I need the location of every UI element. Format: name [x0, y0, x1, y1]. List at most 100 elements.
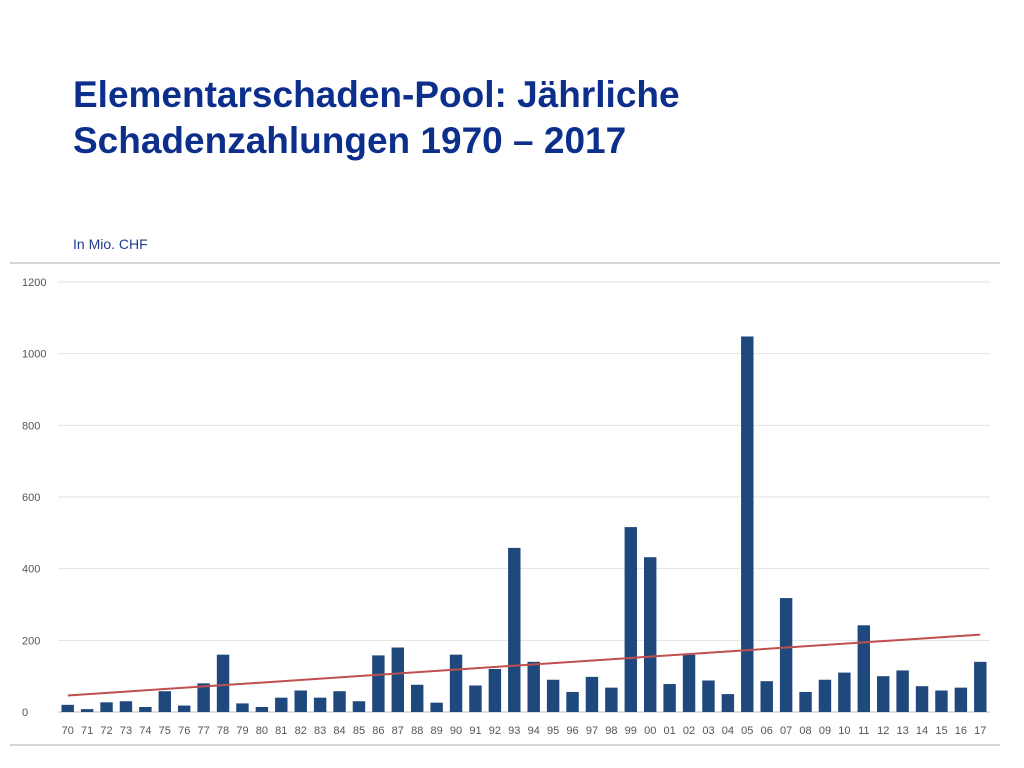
bar-09 — [818, 679, 832, 712]
bar-82 — [294, 690, 307, 712]
x-tick-label: 95 — [547, 725, 559, 737]
bar-07 — [779, 598, 793, 712]
bar-81 — [275, 697, 288, 712]
bar-10 — [838, 672, 851, 712]
bar-95 — [546, 679, 560, 712]
y-tick-label: 400 — [22, 564, 40, 576]
bar-85 — [352, 701, 366, 712]
bar-97 — [585, 676, 599, 712]
x-tick-label: 78 — [217, 725, 229, 737]
bar-08 — [799, 691, 812, 712]
bar-06 — [760, 681, 773, 712]
x-tick-label: 87 — [392, 725, 404, 737]
bars — [61, 336, 987, 712]
bar-03 — [702, 680, 715, 712]
x-tick-label: 82 — [295, 725, 307, 737]
unit-label: In Mio. CHF — [73, 236, 148, 252]
trend-line — [67, 633, 981, 697]
x-tick-label: 81 — [275, 725, 287, 737]
grid-layer — [58, 281, 990, 713]
bar-75 — [158, 691, 172, 712]
x-tick-label: 94 — [528, 725, 540, 737]
bar-83 — [313, 697, 327, 712]
x-tick-label: 91 — [469, 725, 481, 737]
x-tick-label: 99 — [625, 725, 637, 737]
y-tick-label: 1200 — [22, 277, 46, 289]
x-tick-label: 10 — [838, 725, 850, 737]
bar-96 — [566, 691, 579, 712]
bar-70 — [61, 704, 74, 712]
x-tick-label: 85 — [353, 725, 365, 737]
bar-72 — [100, 702, 113, 712]
x-tick-label: 15 — [935, 725, 947, 737]
x-tick-label: 05 — [741, 725, 753, 737]
bar-93 — [508, 547, 521, 712]
x-tick-label: 72 — [100, 725, 112, 737]
y-tick-label: 200 — [22, 635, 40, 647]
bar-04 — [721, 694, 735, 712]
x-tick-label: 01 — [664, 725, 676, 737]
bar-14 — [915, 686, 929, 712]
bar-11 — [857, 625, 871, 712]
bar-00 — [643, 557, 657, 712]
x-tick-label: 92 — [489, 725, 501, 737]
x-tick-label: 12 — [877, 725, 889, 737]
x-tick-label: 74 — [139, 725, 151, 737]
x-tick-label: 07 — [780, 725, 792, 737]
bar-79 — [236, 703, 249, 712]
bar-17 — [974, 661, 987, 712]
bar-77 — [197, 683, 210, 712]
bar-78 — [216, 654, 230, 712]
x-tick-label: 75 — [159, 725, 171, 737]
x-tick-label: 03 — [702, 725, 714, 737]
bar-84 — [333, 691, 346, 712]
chart-frame: 0 200 400 600 800 1000 1200 70 71 72 73 74 75 76 77 78… — [10, 262, 1000, 746]
bar-89 — [430, 702, 443, 712]
bar-98 — [605, 687, 618, 712]
x-tick-label: 02 — [683, 725, 695, 737]
x-tick-label: 17 — [974, 725, 986, 737]
x-tick-label: 79 — [236, 725, 248, 737]
x-tick-label: 89 — [431, 725, 443, 737]
bar-99 — [624, 527, 638, 712]
x-tick-label: 11 — [858, 725, 869, 737]
bar-01 — [663, 684, 676, 712]
bar-12 — [876, 676, 890, 712]
bar-71 — [80, 709, 94, 712]
x-tick-label: 76 — [178, 725, 190, 737]
x-tick-label: 90 — [450, 725, 462, 737]
bar-90 — [449, 654, 463, 712]
x-tick-label: 98 — [605, 725, 617, 737]
title-line-1: Elementarschaden-Pool: Jährliche — [73, 74, 680, 115]
x-tick-label: 93 — [508, 725, 520, 737]
x-tick-label: 14 — [916, 725, 928, 737]
x-tick-label: 13 — [897, 725, 909, 737]
bar-15 — [935, 690, 948, 712]
bar-91 — [469, 685, 482, 712]
x-tick-label: 97 — [586, 725, 598, 737]
x-tick-label: 73 — [120, 725, 132, 737]
bar-05 — [741, 336, 754, 712]
x-tick-label: 96 — [566, 725, 578, 737]
y-tick-label: 600 — [22, 492, 40, 504]
bar-94 — [527, 661, 540, 712]
y-tick-label: 0 — [22, 707, 28, 719]
x-tick-label: 70 — [62, 725, 74, 737]
x-tick-label: 06 — [761, 725, 773, 737]
x-tick-label: 09 — [819, 725, 831, 737]
x-tick-label: 84 — [333, 725, 345, 737]
x-tick-label: 80 — [256, 725, 268, 737]
x-axis-ticks: 70 71 72 73 74 75 76 77 78 79 80 81 82 83 84 85 86 87 88 89… — [62, 725, 987, 737]
x-tick-label: 83 — [314, 725, 326, 737]
page-title: Elementarschaden-Pool: Jährliche Schaden… — [73, 72, 973, 164]
x-tick-label: 86 — [372, 725, 384, 737]
x-tick-label: 04 — [722, 725, 734, 737]
x-tick-label: 71 — [81, 725, 93, 737]
x-tick-label: 88 — [411, 725, 423, 737]
bar-16 — [954, 687, 968, 712]
bar-92 — [488, 669, 502, 712]
trend-layer — [67, 633, 981, 697]
bar-73 — [119, 701, 133, 712]
bar-13 — [896, 670, 909, 712]
